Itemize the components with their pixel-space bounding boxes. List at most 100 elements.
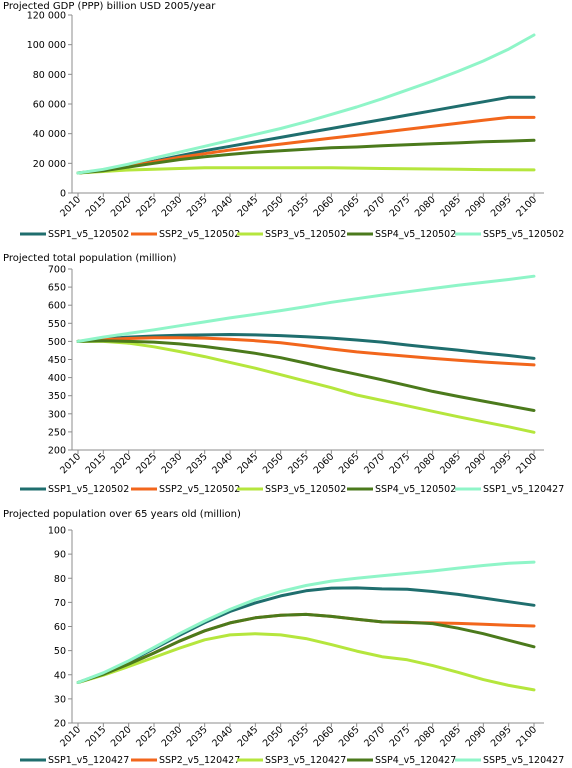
legend-label: SSP1_v5_120427 xyxy=(48,755,129,766)
y-tick-label: 80 xyxy=(54,574,66,585)
x-tick-label: 2065 xyxy=(337,451,362,476)
series-line-2 xyxy=(76,336,536,367)
legend-label: SSP2_v5_120502 xyxy=(159,484,240,495)
y-tick-label: 90 xyxy=(54,550,66,561)
series-line-1 xyxy=(76,586,536,684)
y-tick-label: 20 000 xyxy=(33,159,66,170)
x-tick-label: 2030 xyxy=(160,724,185,749)
series-line-4 xyxy=(76,138,536,175)
y-tick-label: 40 xyxy=(54,670,66,681)
x-tick-label: 2015 xyxy=(84,451,109,476)
series-line-3 xyxy=(76,632,536,692)
x-tick-label: 2075 xyxy=(388,451,413,476)
x-tick-label: 2065 xyxy=(337,724,362,749)
y-tick-label: 60 000 xyxy=(33,100,66,111)
y-tick-label: 80 000 xyxy=(33,70,66,81)
x-tick-label: 2025 xyxy=(134,724,159,749)
series-line-5 xyxy=(76,33,536,175)
series-line-3 xyxy=(76,339,536,434)
x-tick-label: 2045 xyxy=(236,194,261,219)
legend-label: SSP2_v5_120502 xyxy=(159,229,240,240)
x-tick-label: 2090 xyxy=(464,724,489,749)
x-tick-label: 2040 xyxy=(210,451,235,476)
x-tick-label: 2085 xyxy=(438,724,463,749)
x-tick-label: 2060 xyxy=(312,451,337,476)
y-tick-label: 600 xyxy=(48,301,66,312)
chart-3: Projected population over 65 years old (… xyxy=(3,509,564,766)
chart-2: Projected total population (million) 200 2… xyxy=(3,253,564,495)
x-tick-label: 2095 xyxy=(489,194,514,219)
y-tick-label: 60 xyxy=(54,622,66,633)
series-line-4 xyxy=(76,612,536,684)
x-tick-label: 2020 xyxy=(109,724,134,749)
x-tick-label: 2015 xyxy=(84,194,109,219)
y-tick-label: 450 xyxy=(48,355,66,366)
y-tick-label: 500 xyxy=(48,337,66,348)
series-line-5 xyxy=(76,560,536,684)
x-tick-label: 2025 xyxy=(134,451,159,476)
legend-label: SSP2_v5_120427 xyxy=(159,755,240,766)
x-tick-label: 2040 xyxy=(210,724,235,749)
y-tick-label: 400 xyxy=(48,373,66,384)
x-tick-label: 2080 xyxy=(413,194,438,219)
legend-label: SSP1_v5_120502 xyxy=(48,484,129,495)
chart-title: Projected population over 65 years old (… xyxy=(3,509,241,520)
y-tick-label: 70 xyxy=(54,598,66,609)
legend-label: SSP3_v5_120502 xyxy=(265,484,346,495)
y-tick-label: 50 xyxy=(54,646,66,657)
y-tick-label: 250 xyxy=(48,427,66,438)
x-tick-label: 2080 xyxy=(413,451,438,476)
x-tick-label: 2090 xyxy=(464,451,489,476)
x-tick-label: 2015 xyxy=(84,724,109,749)
x-tick-label: 2035 xyxy=(185,194,210,219)
chart-title: Projected GDP (PPP) billion USD 2005/yea… xyxy=(3,1,216,12)
x-tick-label: 2045 xyxy=(236,724,261,749)
x-tick-label: 2050 xyxy=(261,451,286,476)
x-tick-label: 2035 xyxy=(185,451,210,476)
x-tick-label: 2045 xyxy=(236,451,261,476)
legend-label: SSP3_v5_120502 xyxy=(265,229,346,240)
x-tick-label: 2085 xyxy=(438,194,463,219)
y-tick-label: 350 xyxy=(48,391,66,402)
x-tick-label: 2070 xyxy=(362,724,387,749)
legend-label: SSP4_v5_120427 xyxy=(375,755,456,766)
x-tick-label: 2100 xyxy=(514,724,539,749)
x-tick-label: 2070 xyxy=(362,194,387,219)
x-tick-label: 2035 xyxy=(185,724,210,749)
y-tick-label: 100 000 xyxy=(27,40,66,51)
chart-1: Projected GDP (PPP) billion USD 2005/yea… xyxy=(3,1,564,240)
x-tick-label: 2040 xyxy=(210,194,235,219)
legend-label: SSP5_v5_120502 xyxy=(483,229,564,240)
series-line-2 xyxy=(76,612,536,684)
series-line-4 xyxy=(76,339,536,412)
x-tick-label: 2075 xyxy=(388,194,413,219)
y-tick-label: 550 xyxy=(48,319,66,330)
y-tick-label: 650 xyxy=(48,283,66,294)
y-tick-label: 700 xyxy=(48,265,66,276)
x-tick-label: 2075 xyxy=(388,724,413,749)
x-tick-label: 2060 xyxy=(312,724,337,749)
series-line-5 xyxy=(76,274,536,343)
legend-label: SSP5_v5_120427 xyxy=(483,755,564,766)
x-tick-label: 2070 xyxy=(362,451,387,476)
x-tick-label: 2060 xyxy=(312,194,337,219)
legend-label: SSP4_v5_120502 xyxy=(375,229,456,240)
x-tick-label: 2095 xyxy=(489,724,514,749)
series-line-3 xyxy=(76,166,536,175)
y-tick-label: 40 000 xyxy=(33,129,66,140)
legend-label: SSP1_v5_120502 xyxy=(48,229,129,240)
x-tick-label: 2050 xyxy=(261,724,286,749)
x-tick-label: 2055 xyxy=(286,194,311,219)
x-tick-label: 2090 xyxy=(464,194,489,219)
chart-title: Projected total population (million) xyxy=(3,253,177,264)
y-tick-label: 300 xyxy=(48,409,66,420)
x-tick-label: 2085 xyxy=(438,451,463,476)
x-tick-label: 2025 xyxy=(134,194,159,219)
legend-label: SSP4_v5_120502 xyxy=(375,484,456,495)
x-tick-label: 2050 xyxy=(261,194,286,219)
x-tick-label: 2055 xyxy=(286,451,311,476)
legend-label: SSP3_v5_120427 xyxy=(265,755,346,766)
x-tick-label: 2020 xyxy=(109,451,134,476)
x-tick-label: 2100 xyxy=(514,194,539,219)
